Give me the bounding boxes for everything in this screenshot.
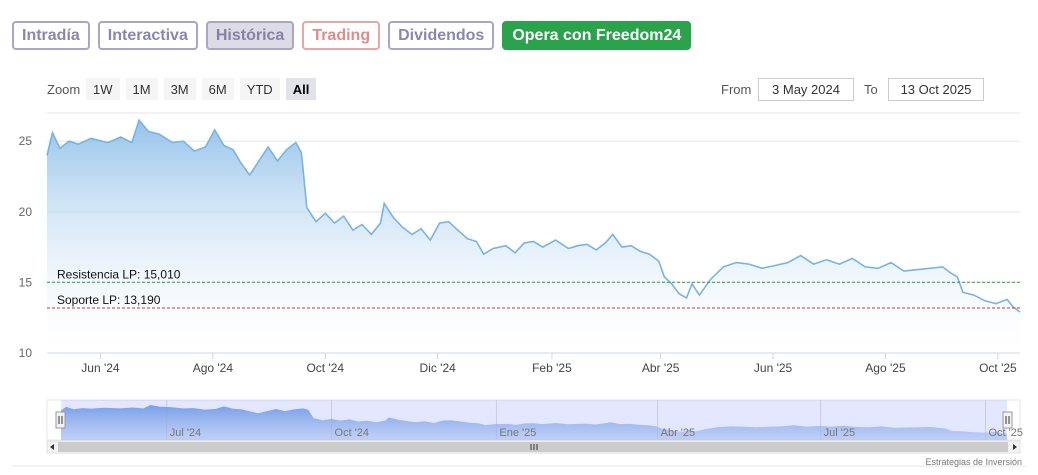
navigator-tick-label: Jul '24 — [170, 427, 201, 439]
zoom-ytd-button[interactable]: YTD — [239, 78, 280, 100]
zoom-6m-button[interactable]: 6M — [201, 78, 234, 100]
navigator-handle-left[interactable] — [55, 411, 66, 429]
zoom-label: Zoom — [47, 82, 81, 97]
credit-text: Estrategias de Inversión — [925, 457, 1022, 467]
support-label: Soporte LP: 13,190 — [57, 293, 161, 307]
tab-intradia[interactable]: Intradía — [12, 21, 90, 50]
navigator-handle-right[interactable] — [1002, 411, 1013, 429]
annotations: Resistencia LP: 15,010 Soporte LP: 13,190 — [47, 267, 1020, 309]
tab-interactiva[interactable]: Interactiva — [97, 21, 198, 50]
y-tick-label: 20 — [19, 205, 33, 219]
range-to-label: To — [864, 82, 878, 97]
navigator-tick-label: Jul '25 — [824, 427, 855, 439]
tab-trading[interactable]: Trading — [302, 21, 381, 50]
x-tick-label: Oct '25 — [979, 361, 1017, 375]
x-tick-label: Ago '24 — [193, 361, 234, 375]
x-tick-label: Jun '25 — [754, 361, 793, 375]
navigator-tick-labels: Jul '24 Oct '24 Ene '25 Abr '25 Jul '25 Oct '… — [170, 427, 1023, 439]
x-axis-labels: Jun '24 Ago '24 Oct '24 Dic '24 Feb '25 Abr '… — [81, 353, 1017, 375]
y-tick-label: 10 — [19, 346, 33, 360]
navigator-scrollbar[interactable] — [46, 440, 1021, 454]
y-axis-labels: 10 15 20 25 — [19, 134, 33, 360]
scroll-left-icon[interactable] — [50, 444, 54, 450]
navigator-selection[interactable] — [61, 400, 1007, 440]
y-tick-label: 15 — [19, 275, 33, 289]
navigator[interactable]: Jul '24 Oct '24 Ene '25 Abr '25 Jul '25 Oct '… — [46, 399, 1023, 454]
x-tick-label: Dic '24 — [420, 361, 457, 375]
x-tick-label: Jun '24 — [81, 361, 120, 375]
zoom-1m-button[interactable]: 1M — [125, 78, 158, 100]
resistance-label: Resistencia LP: 15,010 — [57, 267, 181, 281]
zoom-all-button[interactable]: All — [285, 78, 317, 100]
navigator-tick-label: Oct '24 — [335, 427, 370, 439]
navigator-area — [61, 405, 1007, 440]
x-tick-label: Feb '25 — [532, 361, 572, 375]
price-area — [47, 120, 1020, 353]
range-from-input[interactable]: 3 May 2024 — [758, 78, 854, 101]
opera-freedom24-button[interactable]: Opera con Freedom24 — [502, 21, 692, 50]
tab-dividendos[interactable]: Dividendos — [388, 21, 495, 50]
zoom-buttons: 1W 1M 3M 6M YTD All — [86, 78, 317, 100]
range-from-label: From — [721, 82, 752, 97]
tab-historica[interactable]: Histórica — [205, 21, 295, 50]
range-to-input[interactable]: 13 Oct 2025 — [888, 78, 984, 101]
price-line — [46, 118, 1021, 313]
navigator-tick-label: Oct '25 — [989, 427, 1024, 439]
scroll-right-icon[interactable] — [1013, 444, 1017, 450]
x-tick-label: Abr '25 — [642, 361, 680, 375]
scrollbar-thumb[interactable] — [58, 442, 1008, 452]
y-tick-label: 25 — [19, 134, 33, 148]
chart-tabs: Intradía Interactiva Histórica Trading D… — [12, 21, 692, 51]
navigator-tick-label: Ene '25 — [499, 427, 536, 439]
zoom-3m-button[interactable]: 3M — [163, 78, 196, 100]
zoom-1w-button[interactable]: 1W — [86, 78, 120, 100]
navigator-tick-label: Abr '25 — [661, 427, 696, 439]
x-tick-label: Ago '25 — [865, 361, 906, 375]
x-tick-label: Oct '24 — [306, 361, 344, 375]
